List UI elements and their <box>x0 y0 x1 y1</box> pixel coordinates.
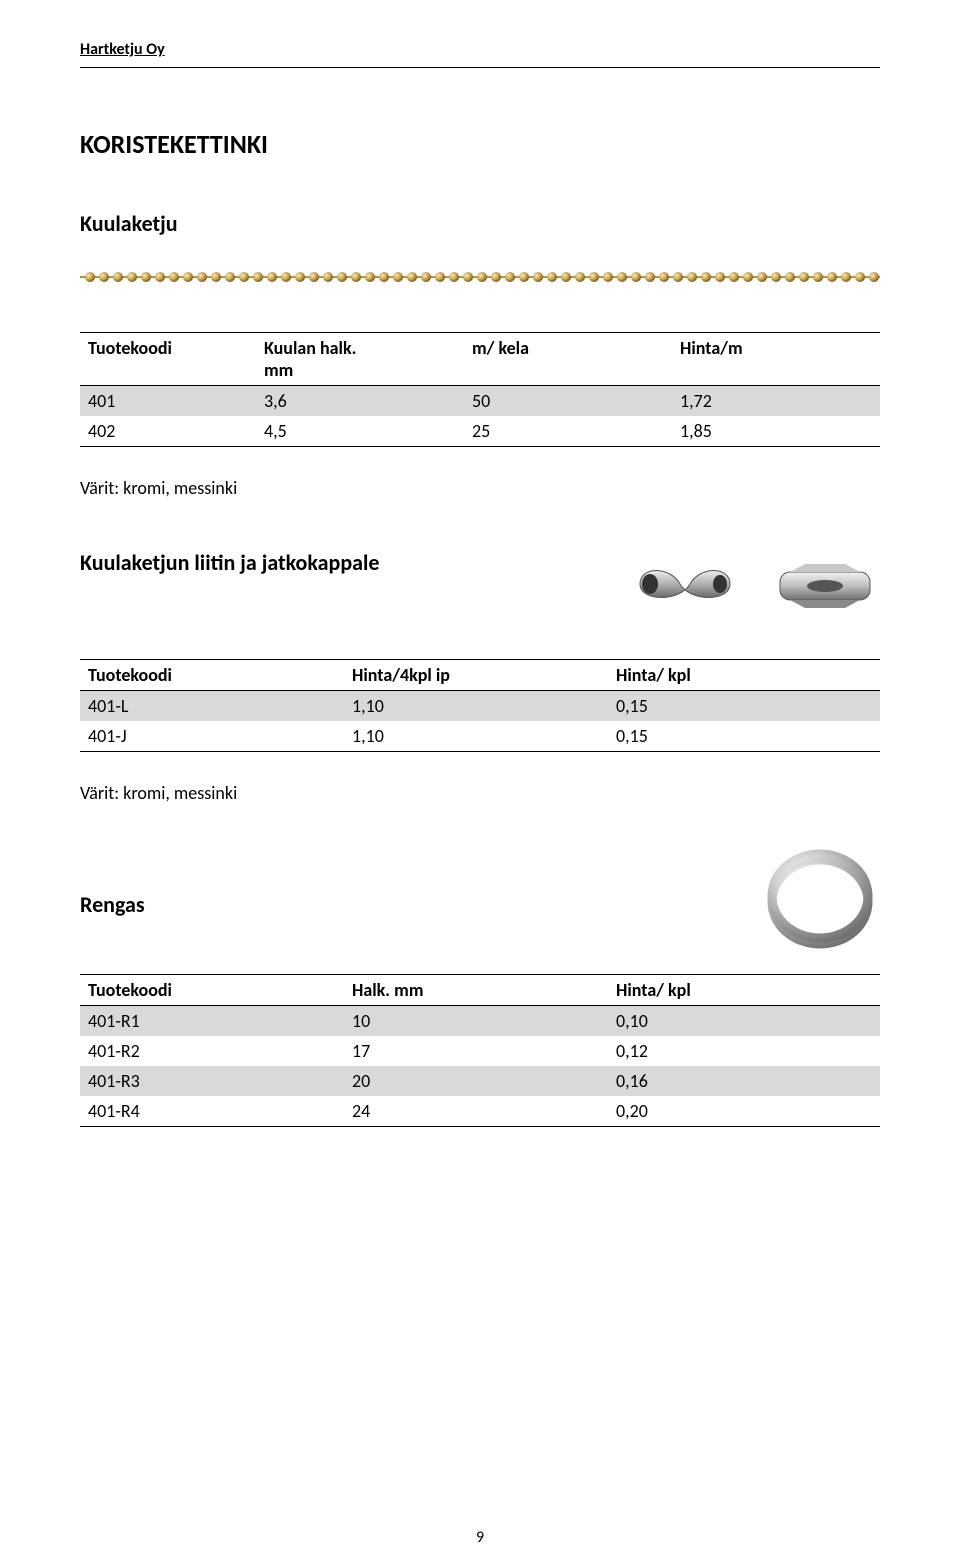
col-header: Hinta/ kpl <box>608 975 880 1006</box>
page-number: 9 <box>0 1528 960 1547</box>
table-row: 401-R4 24 0,20 <box>80 1096 880 1127</box>
ball-chain-image <box>80 267 880 287</box>
col-header: Tuotekoodi <box>80 975 344 1006</box>
rengas-section: Rengas <box>80 844 880 954</box>
rengas-table: Tuotekoodi Halk. mm Hinta/ kpl 401-R1 10… <box>80 974 880 1127</box>
col-header: Hinta/4kpl ip <box>344 660 608 691</box>
company-header: Hartketju Oy <box>80 40 880 59</box>
rengas-heading: Rengas <box>80 891 720 918</box>
liitin-heading: Kuulaketjun liitin ja jatkokappale <box>80 549 580 576</box>
colors-note-2: Värit: kromi, messinki <box>80 782 880 804</box>
liitin-section: Kuulaketjun liitin ja jatkokappale <box>80 539 880 629</box>
kuulaketju-heading: Kuulaketju <box>80 210 880 237</box>
table-row: 401-R2 17 0,12 <box>80 1036 880 1066</box>
table-row: 402 4,5 25 1,85 <box>80 416 880 447</box>
col-header: Halk. mm <box>344 975 608 1006</box>
colors-note: Värit: kromi, messinki <box>80 477 880 499</box>
table-row: 401-L 1,10 0,15 <box>80 691 880 722</box>
col-header: Hinta/m <box>672 333 880 386</box>
col-header: m/ kela <box>464 333 672 386</box>
table-row: 401-R1 10 0,10 <box>80 1006 880 1037</box>
kuulaketju-table: Tuotekoodi Kuulan halk. mm m/ kela Hinta… <box>80 332 880 447</box>
ring-image <box>760 844 880 954</box>
liitin-table: Tuotekoodi Hinta/4kpl ip Hinta/ kpl 401-… <box>80 659 880 752</box>
table-row: 401-J 1,10 0,15 <box>80 721 880 752</box>
connector-image <box>620 539 880 629</box>
table-row: 401 3,6 50 1,72 <box>80 386 880 417</box>
col-header: Kuulan halk. mm <box>256 333 464 386</box>
section-title: KORISTEKETTINKI <box>80 128 880 160</box>
header-rule <box>80 67 880 68</box>
col-header: Hinta/ kpl <box>608 660 880 691</box>
col-header: Tuotekoodi <box>80 333 256 386</box>
table-row: 401-R3 20 0,16 <box>80 1066 880 1096</box>
page: Hartketju Oy KORISTEKETTINKI Kuulaketju … <box>0 0 960 1567</box>
col-header: Tuotekoodi <box>80 660 344 691</box>
